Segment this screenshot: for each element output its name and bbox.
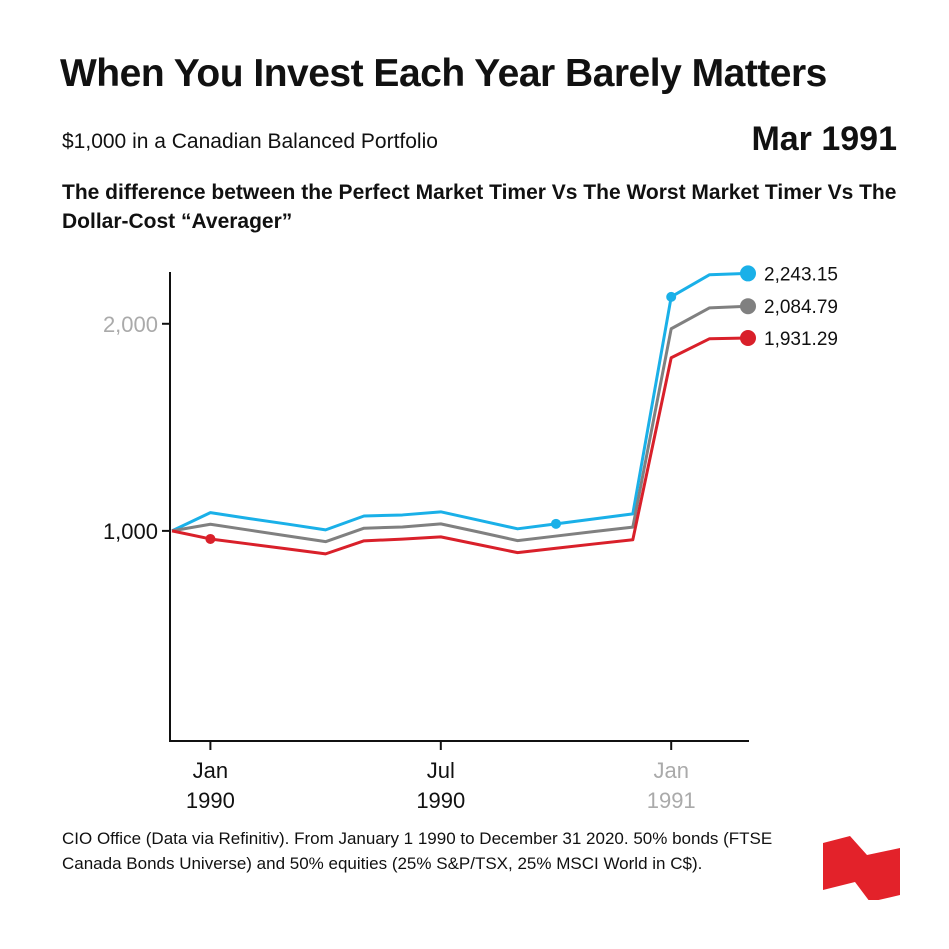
x-tick-year: 1990 (186, 788, 235, 813)
series-end-marker (740, 298, 756, 315)
x-tick-year: 1991 (647, 788, 696, 813)
data-point-marker (666, 291, 677, 302)
data-point-marker (205, 533, 216, 544)
chart-description: The difference between the Perfect Marke… (62, 181, 897, 233)
current-date-label: Mar 1991 (751, 120, 897, 158)
x-tick-month: Jul (427, 758, 455, 783)
x-tick-year: 1990 (416, 788, 465, 813)
x-tick-month: Jan (193, 758, 228, 783)
chart-title: When You Invest Each Year Barely Matters (60, 52, 827, 95)
series-end-label: 2,084.79 (764, 297, 838, 318)
series-line-2 (171, 336, 749, 556)
series-line-1 (171, 304, 749, 544)
series-line-0 (171, 271, 749, 533)
source-footnote: CIO Office (Data via Refinitiv). From Ja… (62, 829, 773, 873)
x-tick-month: Jan (653, 758, 688, 783)
series-end-marker (740, 265, 756, 282)
data-point-marker (551, 518, 561, 529)
y-tick-label: 2,000 (103, 312, 158, 337)
series-end-marker (740, 330, 756, 347)
series-end-label: 1,931.29 (764, 329, 838, 350)
series-end-label: 2,243.15 (764, 264, 838, 285)
chart-subtitle: $1,000 in a Canadian Balanced Portfolio (62, 130, 438, 153)
brand-logo (823, 836, 900, 900)
y-tick-label: 1,000 (103, 519, 158, 544)
